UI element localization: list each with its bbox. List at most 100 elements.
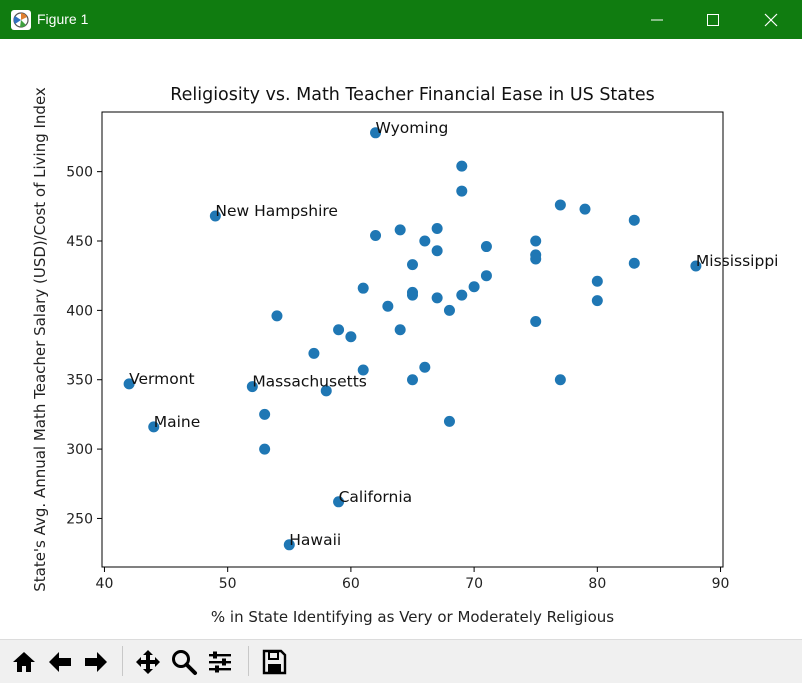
y-tick-label: 300 <box>66 442 93 458</box>
maximize-icon <box>707 14 719 26</box>
data-point <box>456 185 468 197</box>
data-point <box>259 408 271 420</box>
sliders-icon <box>209 651 231 673</box>
x-tick-label: 80 <box>588 576 606 592</box>
point-annotation: California <box>339 488 413 506</box>
data-point <box>123 378 135 390</box>
data-point <box>628 214 640 226</box>
window-title: Figure 1 <box>37 11 89 27</box>
x-tick-label: 70 <box>465 576 483 592</box>
data-point <box>530 235 542 247</box>
pan-button[interactable] <box>132 646 164 678</box>
data-point <box>283 539 295 551</box>
data-point <box>530 253 542 265</box>
data-point <box>431 223 443 235</box>
maximize-button[interactable] <box>690 0 736 39</box>
close-button[interactable] <box>748 0 794 39</box>
home-icon <box>13 652 35 672</box>
scatter-chart[interactable]: Religiosity vs. Math Teacher Financial E… <box>0 39 802 639</box>
y-tick-label: 350 <box>66 373 93 389</box>
data-point <box>407 374 418 386</box>
data-point <box>357 282 369 294</box>
point-annotations: Wyoming New Hampshire Mississippi Vermont Ma… <box>129 119 778 549</box>
close-icon <box>764 13 778 27</box>
data-point <box>591 295 603 307</box>
x-tick-label: 90 <box>712 576 730 592</box>
data-point <box>382 300 394 312</box>
data-point <box>456 289 468 301</box>
data-point <box>320 385 332 397</box>
data-point <box>443 304 455 316</box>
data-point <box>480 270 492 282</box>
data-point <box>579 203 591 215</box>
zoom-button[interactable] <box>168 646 200 678</box>
point-annotation: Wyoming <box>376 119 449 137</box>
window-titlebar: Figure 1 <box>0 0 802 39</box>
y-axis-label: State's Avg. Annual Math Teacher Salary … <box>31 87 49 592</box>
data-point <box>628 257 640 269</box>
data-point <box>468 281 480 293</box>
data-point <box>308 347 320 359</box>
data-point <box>443 415 455 427</box>
forward-button[interactable] <box>80 646 112 678</box>
x-axis: 40 50 60 70 80 90 <box>96 567 730 592</box>
axes-frame <box>101 111 724 568</box>
navigation-toolbar <box>0 639 802 683</box>
data-point <box>394 324 406 336</box>
data-point <box>591 275 603 287</box>
minimize-button[interactable] <box>634 0 680 39</box>
data-point <box>456 160 468 172</box>
data-point <box>370 229 382 241</box>
data-point <box>333 324 345 336</box>
data-point <box>554 374 566 386</box>
arrow-right-icon <box>85 652 107 672</box>
point-annotation: Mississippi <box>696 252 779 270</box>
data-point <box>431 245 443 257</box>
save-button[interactable] <box>258 646 290 678</box>
data-point <box>431 292 443 304</box>
axes-frame-rect <box>101 111 724 568</box>
data-point <box>370 127 382 139</box>
x-tick-label: 50 <box>219 576 237 592</box>
point-annotation: Massachusetts <box>252 373 367 391</box>
y-tick-label: 400 <box>66 303 93 319</box>
home-button[interactable] <box>8 646 40 678</box>
data-point <box>271 310 283 322</box>
data-point <box>357 364 369 376</box>
data-point <box>419 361 431 373</box>
data-point <box>209 210 221 222</box>
data-point <box>690 260 702 272</box>
configure-subplots-button[interactable] <box>204 646 236 678</box>
data-point <box>345 331 357 343</box>
magnifier-icon <box>172 650 197 675</box>
point-annotation: Vermont <box>129 370 195 388</box>
y-tick-label: 250 <box>66 511 93 527</box>
data-point <box>554 199 566 211</box>
y-tick-label: 500 <box>66 165 93 181</box>
minimize-icon <box>651 19 663 21</box>
chart-title: Religiosity vs. Math Teacher Financial E… <box>170 85 655 105</box>
back-button[interactable] <box>44 646 76 678</box>
x-tick-label: 40 <box>96 576 114 592</box>
x-axis-label: % in State Identifying as Very or Modera… <box>211 608 614 626</box>
data-point <box>419 235 431 247</box>
data-point <box>333 496 345 508</box>
data-point <box>148 421 160 433</box>
point-annotation: New Hampshire <box>215 202 338 220</box>
y-tick-label: 450 <box>66 234 93 250</box>
data-point <box>246 381 258 393</box>
toolbar-separator <box>248 646 249 676</box>
data-point <box>480 241 492 253</box>
y-axis: 250 300 350 400 450 500 <box>66 165 102 527</box>
move-icon <box>136 650 160 674</box>
x-tick-label: 60 <box>342 576 360 592</box>
point-annotation: Hawaii <box>289 531 341 549</box>
data-point <box>407 259 418 271</box>
data-points <box>123 127 702 551</box>
toolbar-separator <box>122 646 123 676</box>
data-point <box>530 315 542 327</box>
matplotlib-logo-icon <box>11 10 31 30</box>
arrow-left-icon <box>49 652 71 672</box>
data-point <box>407 289 418 301</box>
data-point <box>394 224 406 236</box>
